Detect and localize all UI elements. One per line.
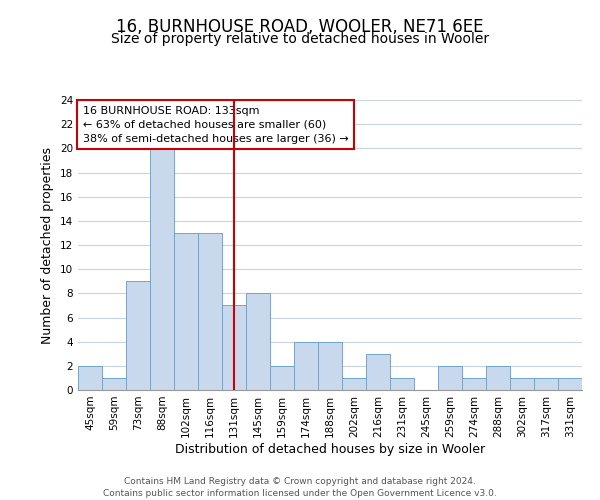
- X-axis label: Distribution of detached houses by size in Wooler: Distribution of detached houses by size …: [175, 442, 485, 456]
- Bar: [150, 148, 174, 390]
- Bar: [534, 378, 558, 390]
- Bar: [438, 366, 462, 390]
- Bar: [222, 306, 246, 390]
- Bar: [366, 354, 390, 390]
- Bar: [294, 342, 318, 390]
- Bar: [270, 366, 294, 390]
- Bar: [246, 294, 270, 390]
- Bar: [126, 281, 150, 390]
- Text: 16, BURNHOUSE ROAD, WOOLER, NE71 6EE: 16, BURNHOUSE ROAD, WOOLER, NE71 6EE: [116, 18, 484, 36]
- Bar: [318, 342, 342, 390]
- Bar: [558, 378, 582, 390]
- Bar: [342, 378, 366, 390]
- Text: 16 BURNHOUSE ROAD: 133sqm
← 63% of detached houses are smaller (60)
38% of semi-: 16 BURNHOUSE ROAD: 133sqm ← 63% of detac…: [83, 106, 349, 144]
- Bar: [78, 366, 102, 390]
- Bar: [198, 233, 222, 390]
- Bar: [174, 233, 198, 390]
- Y-axis label: Number of detached properties: Number of detached properties: [41, 146, 55, 344]
- Text: Contains HM Land Registry data © Crown copyright and database right 2024.
Contai: Contains HM Land Registry data © Crown c…: [103, 476, 497, 498]
- Text: Size of property relative to detached houses in Wooler: Size of property relative to detached ho…: [111, 32, 489, 46]
- Bar: [510, 378, 534, 390]
- Bar: [462, 378, 486, 390]
- Bar: [102, 378, 126, 390]
- Bar: [486, 366, 510, 390]
- Bar: [390, 378, 414, 390]
